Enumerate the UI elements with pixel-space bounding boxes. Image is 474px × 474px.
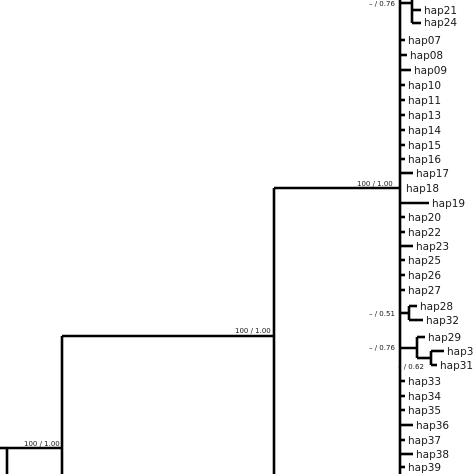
leaf-hap11: hap11: [408, 95, 441, 107]
support-hap29-group: – / 0.76: [369, 344, 395, 352]
leaf-hap23: hap23: [416, 241, 449, 253]
leaf-hap08: hap08: [410, 50, 443, 62]
support-root-node: 100 / 1.00: [24, 440, 60, 448]
leaf-hap14: hap14: [408, 125, 441, 137]
leaf-hap32: hap32: [426, 315, 459, 327]
leaf-hap36: hap36: [416, 420, 449, 432]
leaf-hap35: hap35: [408, 405, 441, 417]
support-hap28-hap32: – / 0.51: [369, 310, 395, 318]
leaf-hap21: hap21: [424, 5, 457, 17]
support-hap21-hap24: – / 0.76: [369, 0, 395, 8]
leaf-hap17: hap17: [416, 168, 449, 180]
tree-branches: [0, 0, 444, 474]
leaf-hap22: hap22: [408, 227, 441, 239]
support-hap30-hap31: – / 0.62: [398, 363, 424, 371]
leaf-hap10: hap10: [408, 80, 441, 92]
leaf-hap27: hap27: [408, 285, 441, 297]
support-upper-node: 100 / 1.00: [357, 180, 393, 188]
leaf-hap09: hap09: [414, 65, 447, 77]
leaf-hap33: hap33: [408, 376, 441, 388]
leaf-hap39: hap39: [408, 462, 441, 474]
leaf-hap34: hap34: [408, 391, 441, 403]
leaf-hap15: hap15: [408, 140, 441, 152]
leaf-hap18: hap18: [406, 183, 439, 195]
leaf-hap38: hap38: [416, 449, 449, 461]
leaf-hap29: hap29: [428, 332, 461, 344]
leaf-hap25: hap25: [408, 255, 441, 267]
leaf-hap31: hap31: [440, 360, 473, 372]
leaf-hap30: hap30: [447, 346, 474, 358]
leaf-hap24: hap24: [424, 17, 457, 29]
leaf-hap07: hap07: [408, 35, 441, 47]
leaf-hap37: hap37: [408, 435, 441, 447]
leaf-hap20: hap20: [408, 212, 441, 224]
leaf-hap16: hap16: [408, 154, 441, 166]
support-middle-node: 100 / 1.00: [235, 327, 271, 335]
leaf-hap19: hap19: [432, 198, 465, 210]
leaf-hap26: hap26: [408, 270, 441, 282]
leaf-hap13: hap13: [408, 110, 441, 122]
leaf-hap28: hap28: [420, 301, 453, 313]
